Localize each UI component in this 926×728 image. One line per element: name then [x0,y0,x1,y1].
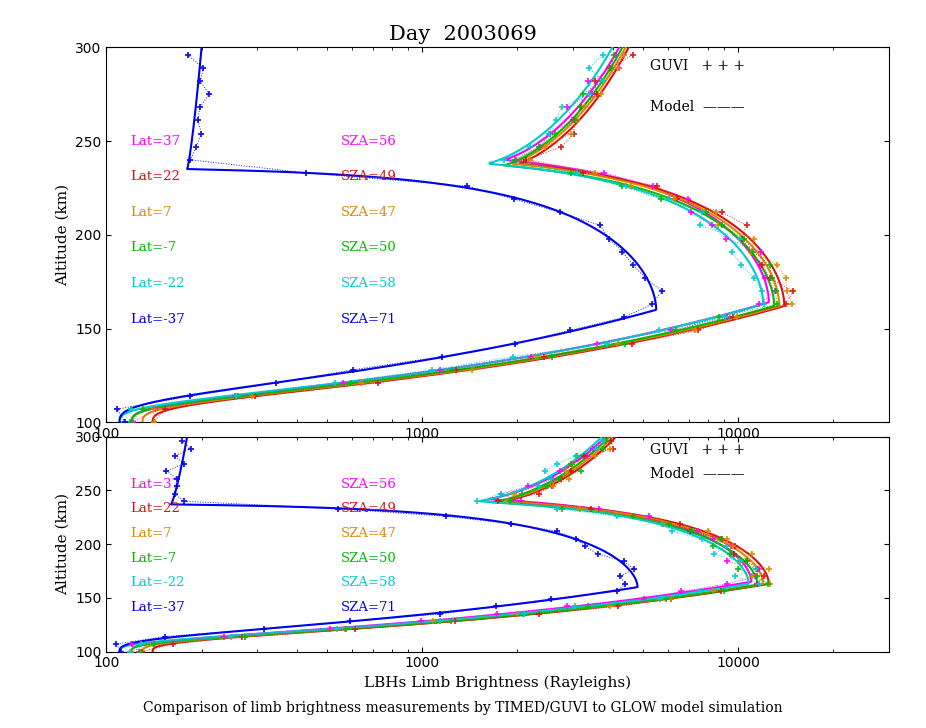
Text: Lat=37: Lat=37 [130,478,180,491]
Text: Lat=7: Lat=7 [130,206,171,219]
Text: Lat=-7: Lat=-7 [130,242,176,254]
Text: Lat=-22: Lat=-22 [130,277,184,290]
Text: Lat=-37: Lat=-37 [130,312,184,325]
Text: Model  ———: Model ——— [650,467,745,481]
Text: SZA=50: SZA=50 [341,552,397,565]
Text: GUVI   + + +: GUVI + + + [650,443,745,457]
Text: SZA=49: SZA=49 [341,502,397,515]
X-axis label: 1356 Limb Brightness (Rayleighs): 1356 Limb Brightness (Rayleighs) [366,447,630,461]
Text: SZA=71: SZA=71 [341,312,397,325]
Text: SZA=56: SZA=56 [341,135,397,148]
Text: SZA=50: SZA=50 [341,242,397,254]
Text: Day  2003069: Day 2003069 [389,25,537,44]
Text: Lat=37: Lat=37 [130,135,180,148]
Text: SZA=47: SZA=47 [341,527,397,540]
Text: Model  ———: Model ——— [650,100,745,114]
Text: Lat=-22: Lat=-22 [130,577,184,590]
Text: SZA=47: SZA=47 [341,206,397,219]
Text: SZA=58: SZA=58 [341,577,397,590]
Y-axis label: Altitude (km): Altitude (km) [56,493,69,596]
Text: Comparison of limb brightness measurements by TIMED/GUVI to GLOW model simulatio: Comparison of limb brightness measuremen… [144,701,782,715]
Text: GUVI   + + +: GUVI + + + [650,58,745,73]
Text: Lat=-7: Lat=-7 [130,552,176,565]
Text: Lat=7: Lat=7 [130,527,171,540]
Y-axis label: Altitude (km): Altitude (km) [56,183,69,286]
X-axis label: LBHs Limb Brightness (Rayleighs): LBHs Limb Brightness (Rayleighs) [364,676,632,690]
Text: Lat=-37: Lat=-37 [130,601,184,614]
Text: SZA=49: SZA=49 [341,170,397,183]
Text: SZA=71: SZA=71 [341,601,397,614]
Text: SZA=58: SZA=58 [341,277,397,290]
Text: SZA=56: SZA=56 [341,478,397,491]
Text: Lat=22: Lat=22 [130,502,180,515]
Text: Lat=22: Lat=22 [130,170,180,183]
